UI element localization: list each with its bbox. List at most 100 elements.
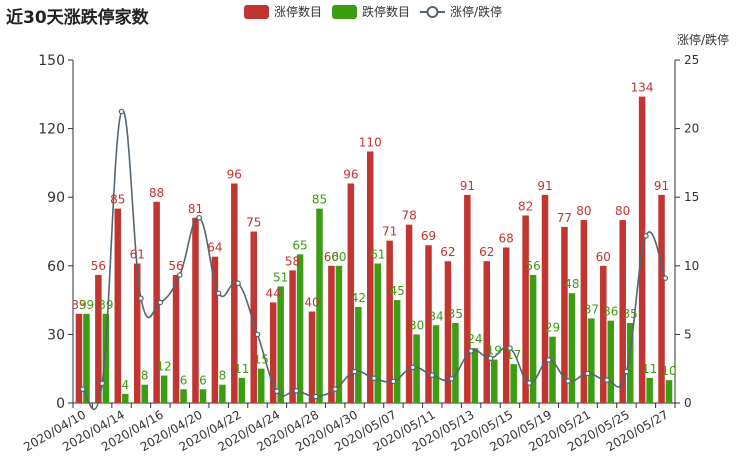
data-label-limit-up: 60 xyxy=(596,250,611,264)
ratio-point xyxy=(526,380,533,386)
ratio-point xyxy=(235,280,241,287)
ratio-point xyxy=(293,387,300,394)
data-label-limit-down: 17 xyxy=(506,348,521,362)
chart-title: 近30天涨跌停家数 xyxy=(6,8,149,28)
data-label-limit-up: 58 xyxy=(285,254,300,268)
data-label-limit-down: 29 xyxy=(545,321,560,335)
data-label-limit-up: 80 xyxy=(615,204,630,218)
bar-limit-down xyxy=(432,325,440,403)
legend-item-ratio-label: 涨停/跌停 xyxy=(450,4,502,19)
ratio-point xyxy=(312,393,319,400)
bar-limit-up xyxy=(483,261,491,403)
bar-limit-down xyxy=(199,389,207,403)
data-label-limit-up: 91 xyxy=(460,179,475,193)
data-labels: 3939563985461888125668166489611751544515… xyxy=(71,81,676,392)
bar-limit-up xyxy=(133,263,141,403)
y-right-axis-name: 涨停/跌停 xyxy=(677,32,729,47)
bar-limit-up xyxy=(658,194,665,403)
ratio-point xyxy=(662,275,669,281)
bar-limit-down xyxy=(549,336,556,403)
bar-limit-down xyxy=(83,313,90,403)
bar-limit-up xyxy=(600,265,607,403)
bar-limit-up xyxy=(367,151,374,403)
data-label-limit-up: 96 xyxy=(227,167,242,181)
data-label-limit-down: 24 xyxy=(467,332,482,346)
bar-limit-up xyxy=(328,265,335,403)
bar-limit-down xyxy=(219,384,226,403)
bars xyxy=(75,96,673,403)
bar-limit-down xyxy=(277,286,284,403)
ratio-point xyxy=(643,233,649,239)
data-label-limit-down: 8 xyxy=(219,369,227,383)
ratio-point xyxy=(468,348,474,354)
bar-limit-up xyxy=(386,240,393,403)
bar-limit-down xyxy=(296,254,304,403)
bar-limit-up xyxy=(153,201,160,403)
legend-item-ratio-swatch-marker xyxy=(426,6,439,18)
legend-item-limit-down[interactable]: 跌停数目 xyxy=(332,4,410,19)
bar-limit-down xyxy=(607,320,615,403)
data-label-limit-up: 68 xyxy=(499,232,514,246)
legend-item-limit-up-swatch xyxy=(244,5,269,19)
data-label-limit-up: 60 xyxy=(324,250,339,264)
ratio-line-layer xyxy=(79,108,669,411)
legend-item-limit-down-label: 跌停数目 xyxy=(362,4,410,19)
bar-limit-down xyxy=(646,377,653,403)
bar-limit-up xyxy=(250,231,257,403)
y-right-tick-label: 0 xyxy=(684,396,692,410)
data-label-limit-down: 6 xyxy=(199,373,207,387)
bar-limit-down xyxy=(393,300,401,403)
data-label-limit-up: 39 xyxy=(71,298,86,312)
data-label-limit-down: 85 xyxy=(312,193,327,207)
data-label-limit-up: 85 xyxy=(110,193,125,207)
bar-limit-up xyxy=(561,226,568,403)
data-label-limit-down: 35 xyxy=(448,307,463,321)
data-label-limit-down: 45 xyxy=(390,284,405,298)
bar-limit-down xyxy=(102,313,110,403)
legend-item-limit-down-swatch xyxy=(332,5,357,19)
ratio-point xyxy=(371,375,377,382)
bar-limit-up xyxy=(114,208,122,403)
bar-limit-up xyxy=(464,194,471,403)
legend[interactable]: 涨停数目 跌停数目 涨停/跌停 xyxy=(244,4,502,19)
data-label-limit-down: 6 xyxy=(180,373,188,387)
bar-limit-down xyxy=(413,334,420,403)
data-label-limit-down: 37 xyxy=(584,302,599,316)
data-label-limit-up: 69 xyxy=(421,229,436,243)
y-left-tick-label: 120 xyxy=(38,122,65,138)
ratio-point xyxy=(196,214,203,221)
y-left-tick-label: 0 xyxy=(56,396,65,412)
legend-item-limit-up-label: 涨停数目 xyxy=(274,4,322,19)
ratio-point xyxy=(507,345,513,351)
ratio-point xyxy=(487,355,494,362)
y-left-tick-label: 150 xyxy=(38,53,65,69)
data-label-limit-up: 56 xyxy=(168,259,183,273)
bar-limit-down xyxy=(626,322,634,403)
data-label-limit-down: 36 xyxy=(603,305,618,319)
ratio-point xyxy=(351,368,358,375)
bar-limit-down xyxy=(141,384,148,403)
data-label-limit-down: 15 xyxy=(254,353,269,367)
data-label-limit-up: 78 xyxy=(401,209,416,223)
bar-limit-up xyxy=(541,194,549,403)
ratio-point xyxy=(157,299,164,306)
data-label-limit-down: 8 xyxy=(141,369,149,383)
ratio-point xyxy=(215,290,222,297)
bar-limit-down xyxy=(316,208,323,403)
data-label-limit-up: 44 xyxy=(266,286,281,300)
legend-item-limit-up[interactable]: 涨停数目 xyxy=(244,4,322,19)
data-label-limit-down: 35 xyxy=(623,307,638,321)
data-label-limit-down: 48 xyxy=(564,277,579,291)
data-label-limit-down: 61 xyxy=(370,248,385,262)
ratio-point xyxy=(429,372,436,378)
bar-limit-up xyxy=(95,274,102,403)
data-label-limit-up: 91 xyxy=(654,179,669,193)
legend-item-ratio[interactable]: 涨停/跌停 xyxy=(420,4,502,19)
bar-limit-up xyxy=(347,183,355,403)
data-label-limit-down: 34 xyxy=(428,309,443,323)
bar-limit-down xyxy=(122,393,129,403)
data-label-limit-down: 56 xyxy=(525,259,540,273)
bar-limit-up xyxy=(269,302,277,403)
data-label-limit-up: 77 xyxy=(557,211,572,225)
y-right-tick-label: 5 xyxy=(684,327,692,341)
